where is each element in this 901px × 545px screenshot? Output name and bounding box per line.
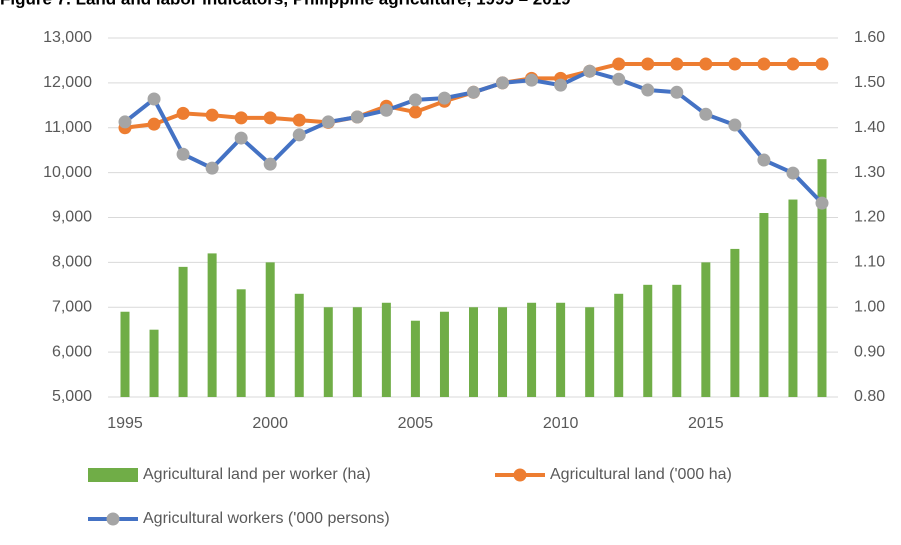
bar [120,311,130,397]
marker [699,57,713,71]
marker [612,72,626,86]
x-tick-label: 2015 [688,415,724,432]
marker [321,115,335,129]
x-tick-label: 2005 [398,415,434,432]
marker [670,57,684,71]
bar [759,213,769,397]
marker [263,111,277,125]
y-tick-label: 11,000 [44,119,92,136]
legend-label: Agricultural land per worker (ha) [143,466,371,483]
marker [176,147,190,161]
marker [786,166,800,180]
marker [437,91,451,105]
bar [556,302,566,397]
bar [149,329,159,397]
marker [641,83,655,97]
marker [554,78,568,92]
marker [467,85,480,99]
marker [757,57,771,71]
marker [118,115,132,129]
bar [527,302,537,397]
bar [817,159,827,397]
bar [323,307,333,397]
marker [786,57,800,71]
marker [263,157,277,171]
y2-tick-label: 1.50 [854,74,885,91]
bar [498,307,508,397]
y-tick-label: 10,000 [43,164,92,181]
marker [525,73,539,87]
y-tick-label: 13,000 [43,29,92,46]
bar [672,284,682,397]
x-tick-label: 2000 [252,415,288,432]
y-tick-label: 12,000 [43,74,92,91]
marker [205,108,219,122]
marker [612,57,626,71]
marker [408,105,422,119]
legend-marker [106,512,120,526]
bar [701,262,711,397]
marker [147,92,161,106]
bar [236,289,246,397]
bar [439,311,449,397]
marker [757,153,771,167]
marker [379,103,393,117]
marker [815,57,829,71]
bar [410,320,420,397]
bar [585,307,595,397]
y-tick-label: 5,000 [52,388,92,405]
marker [147,117,161,131]
bar [381,302,391,397]
chart-title: Figure 7. Land and labor indicators, Phi… [0,0,571,8]
bar [294,293,304,397]
bar [207,253,217,397]
marker [670,85,684,99]
bar [643,284,653,397]
bar [788,199,798,397]
x-tick-label: 1995 [107,415,143,432]
marker [583,64,597,78]
marker [728,57,742,71]
y-tick-label: 6,000 [52,343,92,360]
y-tick-label: 7,000 [52,298,92,315]
y2-tick-label: 1.60 [854,29,885,46]
bar [178,266,188,397]
y2-tick-label: 1.10 [854,254,885,271]
bar [352,307,362,397]
marker [292,128,306,142]
bar [469,307,478,397]
marker [234,111,248,125]
marker [234,131,248,145]
y2-tick-label: 1.20 [854,209,885,226]
marker [496,76,510,90]
y2-tick-label: 1.40 [854,119,885,136]
y-tick-label: 8,000 [52,254,92,271]
marker [176,106,190,120]
legend-swatch [88,468,138,482]
marker [728,118,742,132]
y-tick-label: 9,000 [52,209,92,226]
legend-marker [513,468,527,482]
marker [408,93,422,107]
legend-label: Agricultural land ('000 ha) [550,466,732,483]
y2-tick-label: 0.90 [854,343,885,360]
y2-tick-label: 1.30 [854,164,885,181]
x-tick-label: 2010 [543,415,579,432]
y2-tick-label: 0.80 [854,388,885,405]
marker [641,57,655,71]
marker [205,161,219,175]
marker [350,110,364,124]
marker [699,107,713,121]
bar [614,293,624,397]
bar [730,248,740,397]
bar [265,262,275,397]
legend-label: Agricultural workers ('000 persons) [143,510,390,527]
marker [292,113,306,127]
y2-tick-label: 1.00 [854,298,885,315]
marker [815,196,829,210]
